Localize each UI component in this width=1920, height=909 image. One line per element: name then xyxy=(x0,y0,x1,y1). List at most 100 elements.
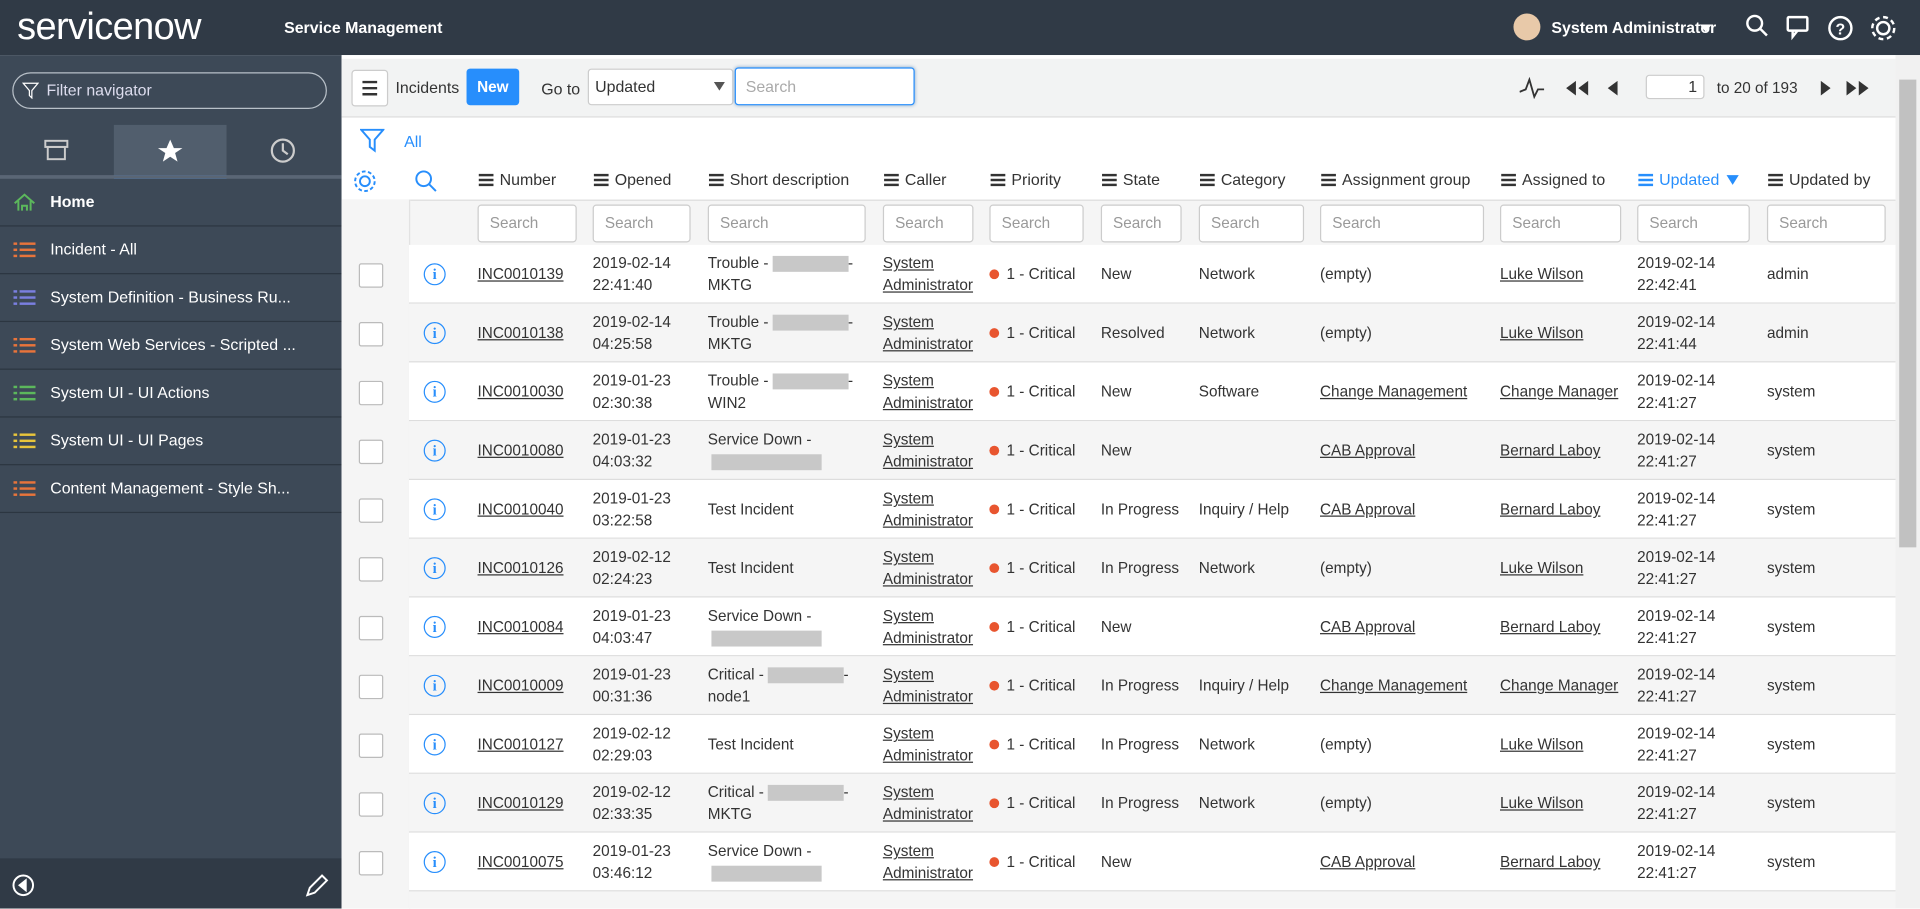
logo[interactable]: servicenow xyxy=(17,4,201,48)
row-info-icon[interactable]: i xyxy=(423,733,446,756)
column-header[interactable]: Short description xyxy=(708,170,849,189)
incident-number[interactable]: INC0010009 xyxy=(477,677,564,695)
list-tools[interactable] xyxy=(353,169,439,193)
row-info-icon[interactable]: i xyxy=(423,615,446,638)
filter-funnel[interactable] xyxy=(360,127,385,154)
assignment-group[interactable]: Change Management xyxy=(1320,383,1468,401)
nav-item[interactable]: Content Management - Style Sh... xyxy=(0,465,342,514)
row-checkbox[interactable] xyxy=(358,557,384,582)
caller[interactable]: System Administrator xyxy=(882,724,974,765)
assigned-to[interactable]: Luke Wilson xyxy=(1500,559,1584,577)
column-search[interactable]: Search xyxy=(1198,204,1305,243)
goto-field-select[interactable]: Updated xyxy=(587,68,734,106)
incident-number[interactable]: INC0010030 xyxy=(477,383,564,401)
caller[interactable]: System Administrator xyxy=(882,607,974,647)
row-checkbox[interactable] xyxy=(358,674,384,700)
column-search[interactable]: Search xyxy=(477,204,577,243)
new-button[interactable]: New xyxy=(466,68,520,106)
scroll-thumb[interactable] xyxy=(1899,79,1917,548)
filter-navigator[interactable]: Filter navigator xyxy=(12,72,327,109)
incident-number[interactable]: INC0010126 xyxy=(477,559,564,577)
row-checkbox[interactable] xyxy=(358,792,384,817)
column-header[interactable]: Assigned to xyxy=(1501,170,1605,189)
column-header[interactable]: Updated xyxy=(1638,170,1739,189)
caller[interactable]: System Administrator xyxy=(882,548,974,588)
assigned-to[interactable]: Change Manager xyxy=(1500,383,1619,401)
incident-number[interactable]: INC0010080 xyxy=(477,442,564,460)
nav-item[interactable]: System Web Services - Scripted ... xyxy=(0,322,342,370)
assigned-to[interactable]: Change Manager xyxy=(1500,677,1619,695)
incident-number[interactable]: INC0010075 xyxy=(477,853,564,871)
nav-item[interactable]: System UI - UI Actions xyxy=(0,370,342,418)
row-info-icon[interactable]: i xyxy=(423,439,446,462)
avatar[interactable] xyxy=(1513,13,1541,41)
pager-next-icons[interactable] xyxy=(1818,77,1879,99)
incident-number[interactable]: INC0010139 xyxy=(477,265,564,283)
caller[interactable]: System Administrator xyxy=(882,783,974,823)
row-info-icon[interactable]: i xyxy=(423,322,446,345)
row-checkbox[interactable] xyxy=(358,263,384,288)
caller[interactable]: System Administrator xyxy=(882,489,974,529)
nav-item[interactable]: System UI - UI Pages xyxy=(0,418,342,466)
caller[interactable]: System Administrator xyxy=(882,372,974,412)
row-checkbox[interactable] xyxy=(358,733,384,758)
column-search[interactable]: Search xyxy=(707,204,866,243)
column-header[interactable]: Caller xyxy=(884,170,946,189)
column-search[interactable]: Search xyxy=(592,204,691,243)
column-header[interactable]: Opened xyxy=(593,170,671,189)
row-info-icon[interactable]: i xyxy=(423,851,446,874)
filter-breadcrumb[interactable]: All xyxy=(404,132,422,151)
caller[interactable]: System Administrator xyxy=(882,313,974,353)
row-info-icon[interactable]: i xyxy=(423,674,446,697)
row-checkbox[interactable] xyxy=(358,322,384,347)
nav-item[interactable]: Incident - All xyxy=(0,227,342,275)
nav-item[interactable]: Home xyxy=(0,179,342,227)
list-search-input[interactable]: Search xyxy=(734,67,915,106)
row-checkbox[interactable] xyxy=(358,380,384,406)
assigned-to[interactable]: Luke Wilson xyxy=(1500,324,1584,342)
column-search[interactable]: Search xyxy=(1637,204,1750,243)
row-checkbox[interactable] xyxy=(358,439,384,465)
column-search[interactable]: Search xyxy=(882,204,974,243)
nav-item[interactable]: System Definition - Business Ru... xyxy=(0,274,342,323)
row-info-icon[interactable]: i xyxy=(423,380,446,403)
row-checkbox[interactable] xyxy=(358,851,384,876)
row-info-icon[interactable]: i xyxy=(423,498,446,521)
assignment-group[interactable]: CAB Approval xyxy=(1320,500,1416,518)
assigned-to[interactable]: Bernard Laboy xyxy=(1500,442,1601,460)
footer-icons[interactable] xyxy=(11,873,329,897)
incident-number[interactable]: INC0010040 xyxy=(477,500,564,518)
assigned-to[interactable]: Bernard Laboy xyxy=(1500,853,1601,871)
column-header[interactable]: Number xyxy=(478,170,556,189)
caller[interactable]: System Administrator xyxy=(882,431,974,471)
context-menu-button[interactable] xyxy=(351,69,389,107)
incident-number[interactable]: INC0010138 xyxy=(477,324,564,342)
assigned-to[interactable]: Luke Wilson xyxy=(1500,794,1584,812)
incident-number[interactable]: INC0010129 xyxy=(477,794,564,812)
column-header[interactable]: State xyxy=(1102,170,1160,189)
column-header[interactable]: Priority xyxy=(990,170,1061,189)
column-header[interactable]: Updated by xyxy=(1768,170,1870,189)
caller[interactable]: System Administrator xyxy=(882,842,974,882)
column-search[interactable]: Search xyxy=(989,204,1084,243)
caller[interactable]: System Administrator xyxy=(882,666,974,706)
incident-number[interactable]: INC0010084 xyxy=(477,618,564,636)
row-checkbox[interactable] xyxy=(358,615,384,641)
assigned-to[interactable]: Luke Wilson xyxy=(1500,735,1584,754)
column-search[interactable]: Search xyxy=(1320,204,1485,243)
row-info-icon[interactable]: i xyxy=(423,557,446,580)
column-search[interactable]: Search xyxy=(1766,204,1886,243)
incident-number[interactable]: INC0010127 xyxy=(477,735,564,754)
user-menu[interactable]: System Administrator xyxy=(1551,18,1717,37)
caller[interactable]: System Administrator xyxy=(882,254,974,294)
assignment-group[interactable]: Change Management xyxy=(1320,677,1468,695)
assignment-group[interactable]: CAB Approval xyxy=(1320,442,1416,460)
column-header[interactable]: Assignment group xyxy=(1321,170,1470,189)
assigned-to[interactable]: Bernard Laboy xyxy=(1500,618,1601,636)
assignment-group[interactable]: CAB Approval xyxy=(1320,618,1416,636)
tab-icons[interactable] xyxy=(43,137,303,164)
assigned-to[interactable]: Luke Wilson xyxy=(1500,265,1584,283)
assigned-to[interactable]: Bernard Laboy xyxy=(1500,500,1601,518)
pager-prev-icons[interactable] xyxy=(1519,77,1642,100)
column-search[interactable]: Search xyxy=(1100,204,1182,243)
